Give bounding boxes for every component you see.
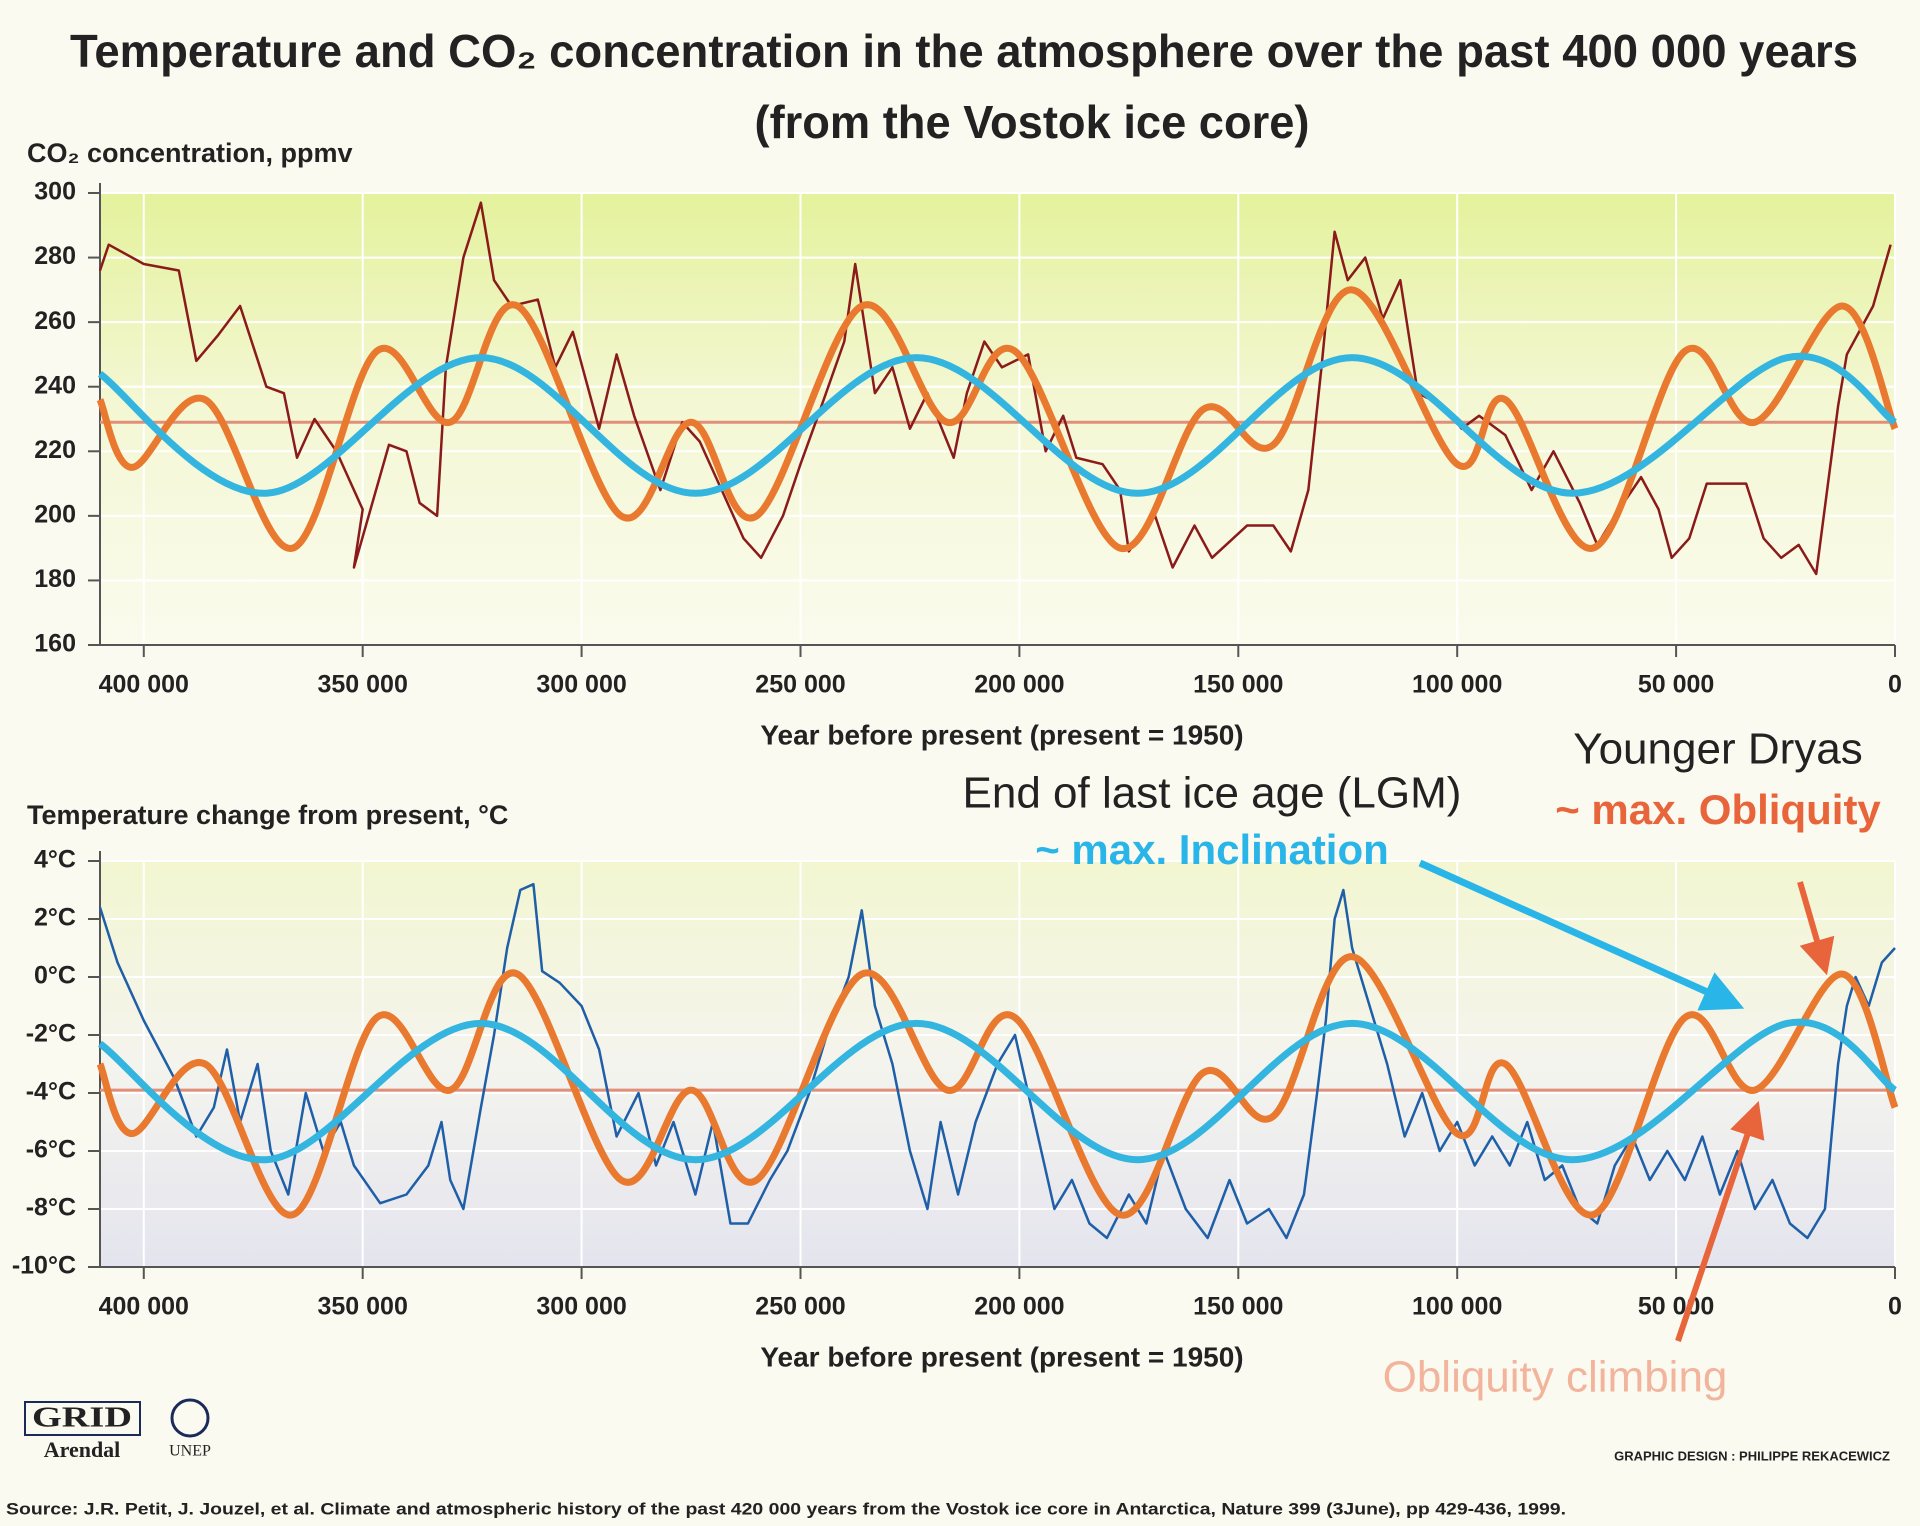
y-tick-label: 2°C: [34, 904, 76, 932]
y-tick-label: 240: [34, 371, 76, 399]
series-line: [96, 286, 1899, 552]
y-tick-label: -10°C: [12, 1252, 76, 1280]
arrow: [1675, 1100, 1765, 1342]
x-tick-label: 200 000: [974, 1293, 1064, 1321]
x-tick-label: 400 000: [99, 671, 189, 699]
chart-title: Temperature and CO₂ concentration in the…: [70, 25, 1858, 77]
chart-subtitle: (from the Vostok ice core): [755, 96, 1310, 148]
plot-background: [100, 193, 1895, 645]
y-tick-label: -4°C: [26, 1078, 76, 1106]
logo-box: [24, 1401, 141, 1436]
annotation: Obliquity climbing: [1383, 1353, 1728, 1402]
y-tick-label: 220: [34, 436, 76, 464]
source: Source: J.R. Petit, J. Jouzel, et al. Cl…: [6, 1499, 1566, 1518]
annotation: Younger Dryas: [1573, 725, 1862, 774]
y-tick-label: -6°C: [26, 1136, 76, 1164]
x-axis-title: Year before present (present = 1950): [760, 719, 1243, 750]
x-tick-label: 150 000: [1193, 671, 1283, 699]
logo: Arendal: [44, 1437, 121, 1462]
y-tick-label: 160: [34, 630, 76, 658]
arrow: [1418, 859, 1745, 1011]
x-tick-label: 400 000: [99, 1293, 189, 1321]
credit: GRAPHIC DESIGN : PHILIPPE REKACEWICZ: [1614, 1448, 1890, 1463]
y-tick-label: 0°C: [34, 962, 76, 990]
y-tick-label: -2°C: [26, 1020, 76, 1048]
series-line: [97, 352, 1898, 497]
x-tick-label: 350 000: [317, 671, 407, 699]
x-tick-label: 0: [1888, 671, 1902, 699]
y-axis-title: CO₂ concentration, ppmv: [27, 138, 353, 168]
x-tick-label: 250 000: [755, 1293, 845, 1321]
y-tick-label: 180: [34, 565, 76, 593]
arrow: [1797, 881, 1835, 976]
annotation: End of last ice age (LGM): [963, 769, 1462, 818]
y-tick-label: 300: [34, 178, 76, 206]
annotation: ~ max. Inclination: [1035, 826, 1389, 873]
y-tick-label: 280: [34, 242, 76, 270]
x-tick-label: 100 000: [1412, 1293, 1502, 1321]
series-line: [97, 1018, 1898, 1164]
x-tick-label: 100 000: [1412, 671, 1502, 699]
y-tick-label: -8°C: [26, 1194, 76, 1222]
x-tick-label: 300 000: [536, 1293, 626, 1321]
logo: UNEP: [169, 1443, 211, 1460]
x-tick-label: 250 000: [755, 671, 845, 699]
annotation: ~ max. Obliquity: [1555, 786, 1881, 833]
plots: 160 180 200 220 240 260 280 300 400 000 350 000 30…: [12, 138, 1902, 1372]
y-axis-title: Temperature change from present, °C: [27, 800, 508, 830]
x-tick-label: 300 000: [536, 671, 626, 699]
logo: GRID: [32, 1402, 132, 1433]
x-tick-label: 50 000: [1638, 671, 1714, 699]
annotations: Younger Dryas ~ max. Obliquity End of last…: [963, 725, 1882, 1402]
x-tick-label: 0: [1888, 1293, 1902, 1321]
series-line: [96, 953, 1899, 1219]
logo-emblem: [170, 1398, 210, 1438]
y-tick-label: 200: [34, 500, 76, 528]
y-tick-label: 260: [34, 307, 76, 335]
x-tick-label: 50 000: [1638, 1293, 1714, 1321]
x-tick-label: 350 000: [317, 1293, 407, 1321]
y-tick-label: 4°C: [34, 846, 76, 874]
x-tick-label: 200 000: [974, 671, 1064, 699]
x-tick-label: 150 000: [1193, 1293, 1283, 1321]
x-axis-title: Year before present (present = 1950): [760, 1341, 1243, 1372]
